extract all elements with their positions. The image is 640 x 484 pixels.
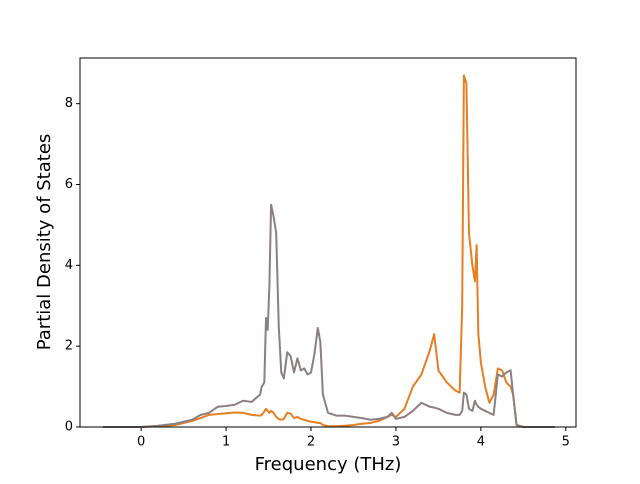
plot-frame [79, 57, 577, 428]
y-axis-label: Partial Density of States [34, 134, 55, 351]
x-tick-label: 4 [477, 435, 485, 450]
x-tick-label: 3 [392, 435, 400, 450]
x-tick-label: 5 [562, 435, 570, 450]
x-tick-label: 2 [307, 435, 315, 450]
x-axis-label: Frequency (THz) [255, 454, 402, 475]
y-tick-label: 0 [65, 420, 73, 435]
x-tick-label: 0 [137, 435, 145, 450]
y-tick-label: 4 [65, 258, 73, 273]
y-tick-label: 8 [65, 96, 73, 111]
x-tick-label: 1 [222, 435, 230, 450]
series-line [102, 74, 555, 428]
series-line [102, 203, 555, 428]
y-tick-label: 2 [65, 339, 73, 354]
y-tick-label: 6 [65, 177, 73, 192]
